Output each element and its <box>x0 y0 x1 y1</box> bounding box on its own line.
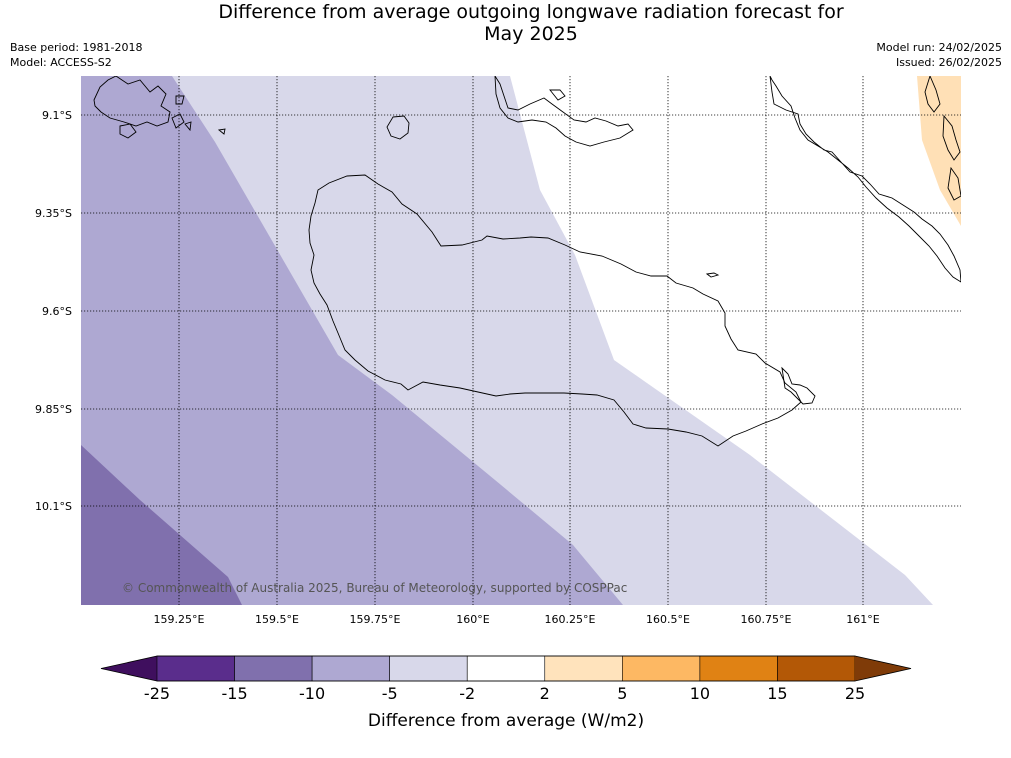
colorbar-tick-label: 25 <box>845 684 865 703</box>
zone-minus-10-to-minus-5 <box>81 76 623 605</box>
base-period-text: Base period: 1981-2018 <box>10 41 143 54</box>
lon-label: 161°E <box>846 613 879 626</box>
colorbar-bin <box>389 655 468 682</box>
copyright-notice: © Commonwealth of Australia 2025, Bureau… <box>122 581 627 595</box>
colorbar-bin <box>311 655 390 682</box>
lat-label: 9.85°S <box>35 403 72 416</box>
colorbar-bin <box>777 655 856 682</box>
model-text: Model: ACCESS-S2 <box>10 56 112 69</box>
lat-label: 10.1°S <box>35 500 72 513</box>
chart-title: Difference from average outgoing longwav… <box>0 1 1011 45</box>
lon-label: 160.25°E <box>545 613 596 626</box>
issued-text: Issued: 26/02/2025 <box>895 56 1002 69</box>
lat-labels: 9.1°S 9.35°S 9.6°S 9.85°S 10.1°S <box>35 109 72 513</box>
metadata-right: Model run: 24/02/2025 Issued: 26/02/2025 <box>876 40 1002 70</box>
colorbar-bins <box>156 655 856 682</box>
zone-plus-2-to-plus-5 <box>917 76 961 226</box>
colorbar-below-min-arrow <box>101 656 157 681</box>
colorbar-bin <box>699 655 778 682</box>
colorbar-bin <box>544 655 623 682</box>
title-line-1: Difference from average outgoing longwav… <box>218 1 844 23</box>
metadata-left: Base period: 1981-2018 Model: ACCESS-S2 <box>10 40 142 70</box>
colorbar-tick-label: -5 <box>382 684 398 703</box>
colorbar-bin <box>234 655 313 682</box>
small-islet-north <box>386 115 410 140</box>
colorbar-bin <box>466 655 546 682</box>
colorbar-tick-label: 10 <box>690 684 710 703</box>
colorbar-tick-label: 2 <box>540 684 550 703</box>
malaita-coastline <box>769 76 961 283</box>
lon-labels: 159.25°E 159.5°E 159.75°E 160°E 160.25°E… <box>154 613 880 626</box>
colorbar-above-max-arrow <box>855 656 911 681</box>
east-point-coastline <box>781 366 816 405</box>
colorbar-bin <box>156 655 235 682</box>
model-run-text: Model run: 24/02/2025 <box>876 41 1002 54</box>
small-islet-east <box>705 272 720 278</box>
colorbar-bin <box>622 655 701 682</box>
colorbar-tick-label: 5 <box>617 684 627 703</box>
lon-label: 159.5°E <box>255 613 299 626</box>
gridlines <box>81 76 961 605</box>
map-field: © Commonwealth of Australia 2025, Bureau… <box>81 76 961 605</box>
coastlines <box>93 76 961 447</box>
colorbar-tick-label: 15 <box>767 684 787 703</box>
colorbar-tick-label: -10 <box>299 684 325 703</box>
lon-label: 160°E <box>456 613 489 626</box>
lon-label: 160.75°E <box>741 613 792 626</box>
colorbar-tick-label: -15 <box>221 684 247 703</box>
main-island-coastline <box>308 174 802 447</box>
lon-label: 159.25°E <box>154 613 205 626</box>
northeast-islands-coastline <box>494 76 634 147</box>
colorbar-title: Difference from average (W/m2) <box>368 711 644 731</box>
lat-label: 9.6°S <box>42 305 72 318</box>
lat-label: 9.35°S <box>35 207 72 220</box>
colorbar-tick-label: -2 <box>459 684 475 703</box>
lon-label: 160.5°E <box>646 613 690 626</box>
far-east-coastline <box>924 76 961 201</box>
colorbar-tick-label: -25 <box>144 684 170 703</box>
colorbar-outline <box>100 655 912 682</box>
northwest-islands-coastline <box>93 76 226 139</box>
title-line-2: May 2025 <box>484 23 578 45</box>
lat-label: 9.1°S <box>42 109 72 122</box>
colorbar-tick-labels: -25 -15 -10 -5 -2 2 5 10 15 25 <box>144 684 865 703</box>
zone-minus-15-to-minus-10 <box>81 445 242 605</box>
lon-label: 159.75°E <box>350 613 401 626</box>
